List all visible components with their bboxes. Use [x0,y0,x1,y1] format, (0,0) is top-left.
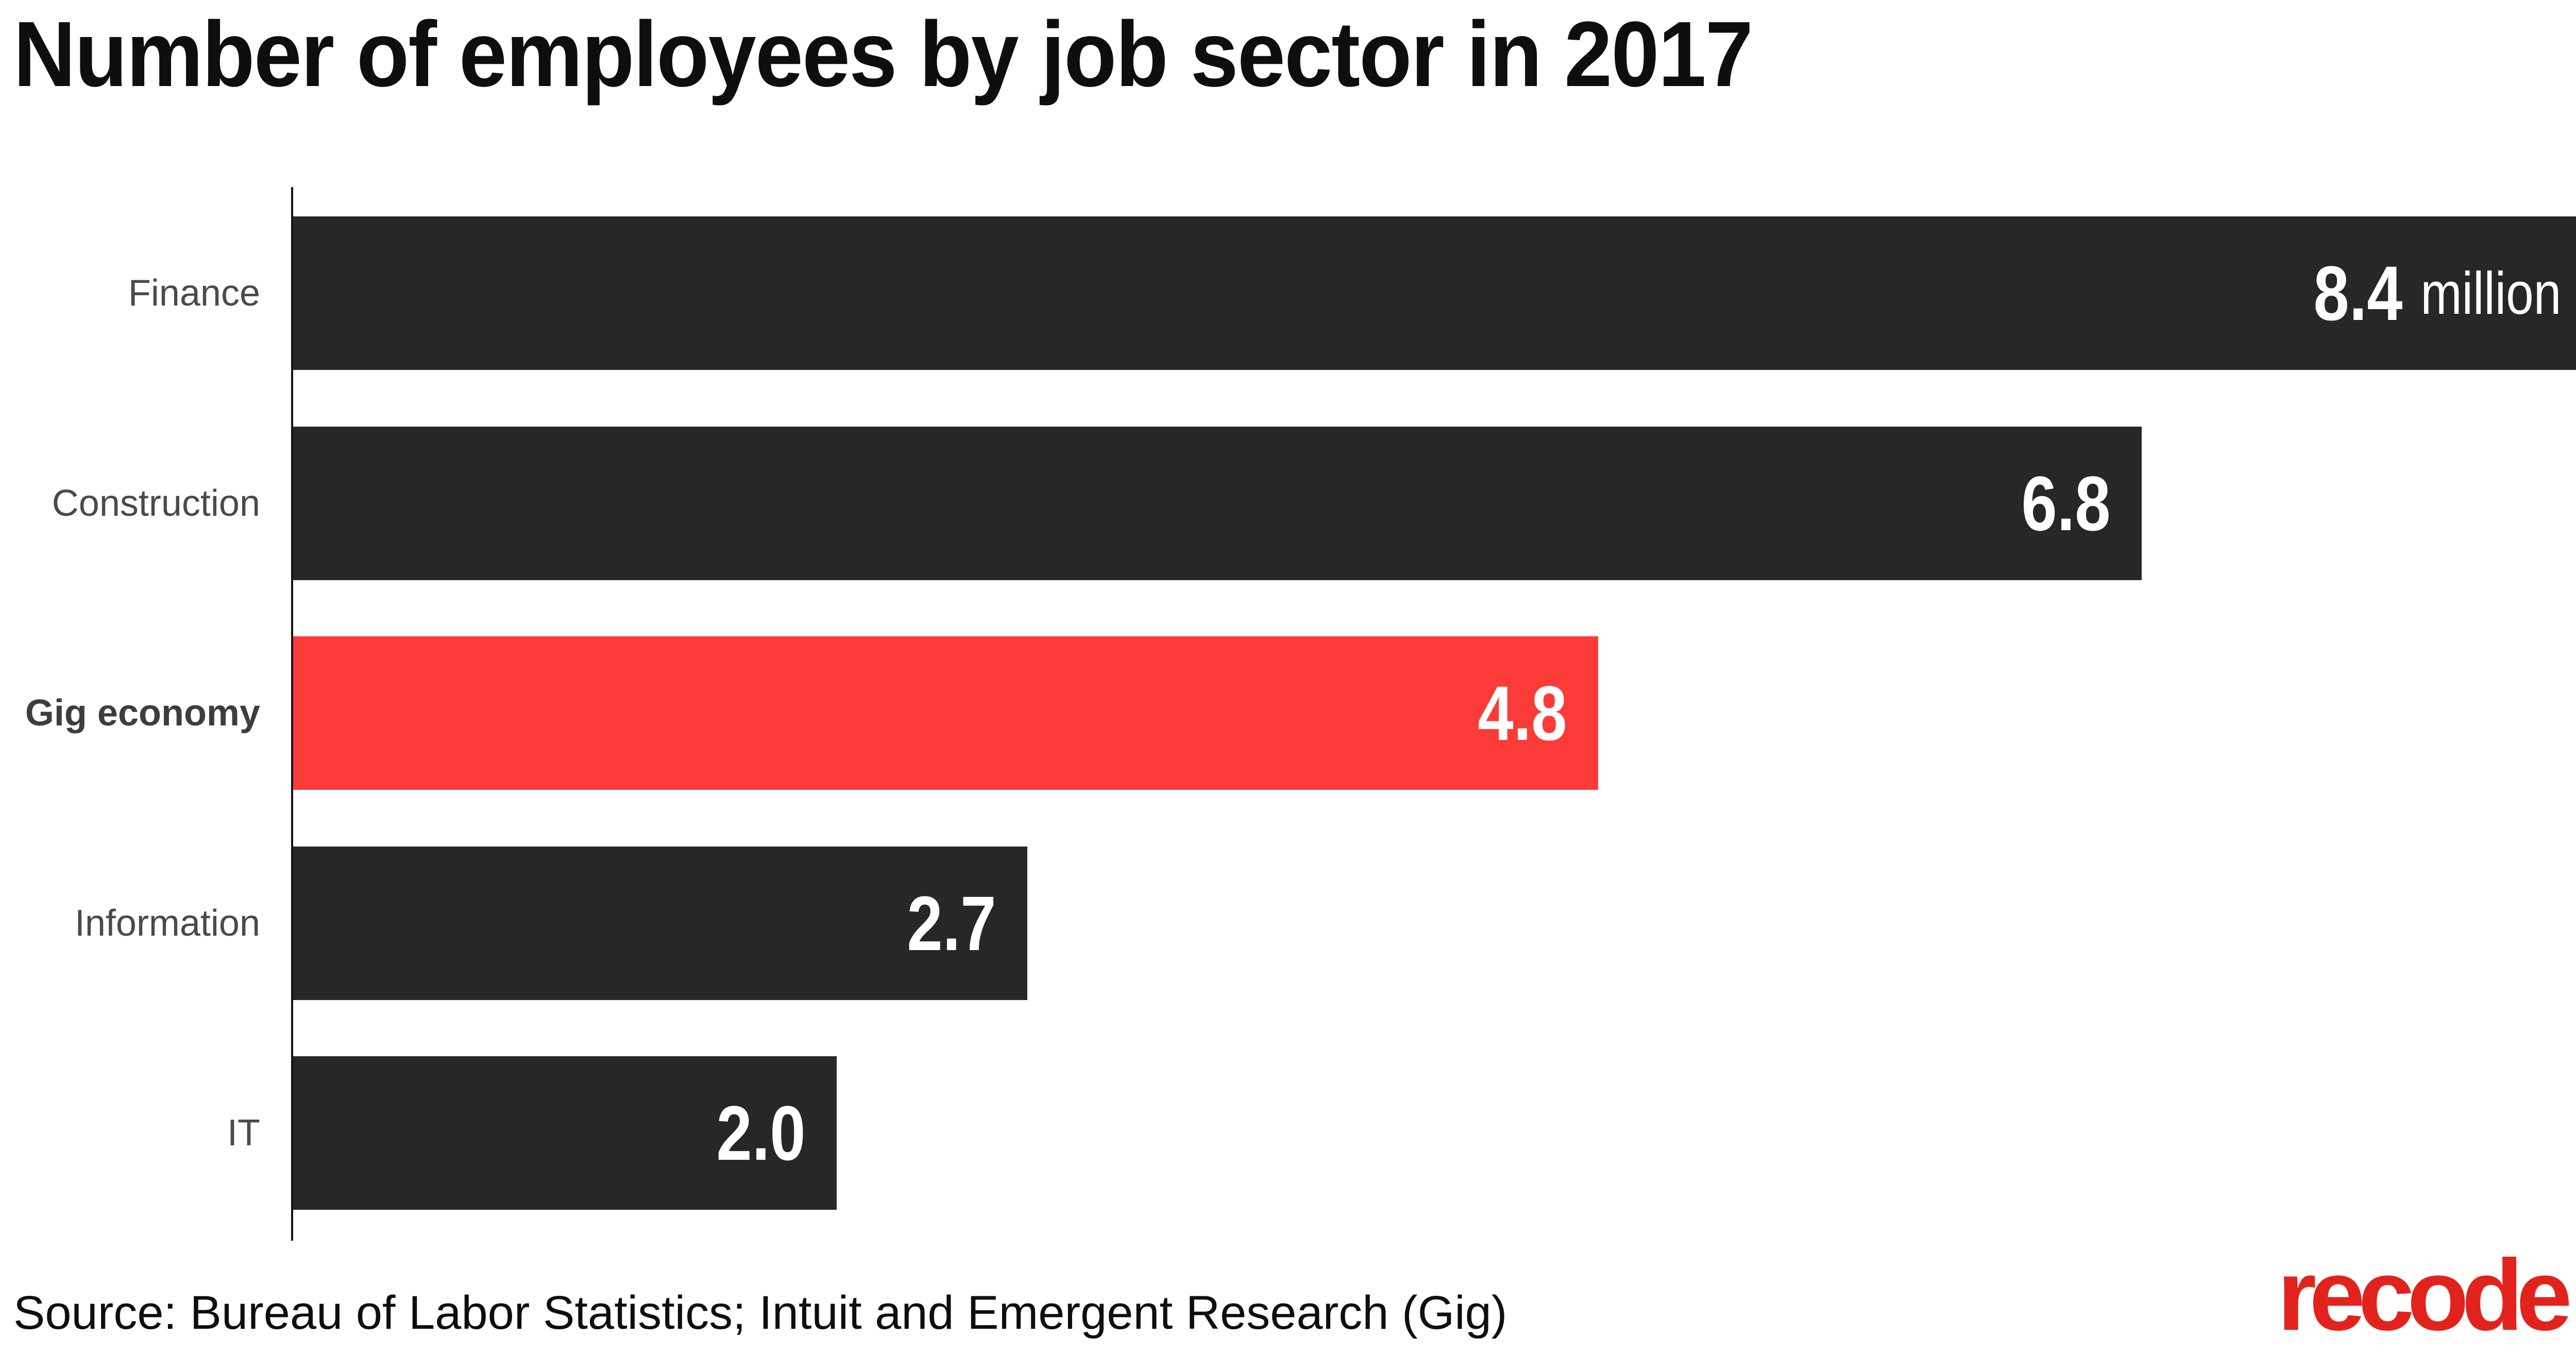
bar-row-it: IT 2.0 [0,1056,2576,1210]
category-label-it: IT [227,1112,260,1154]
y-axis-line [291,187,293,1241]
category-label-gig-economy: Gig economy [25,692,260,734]
value-number: 8.4 [2313,249,2403,336]
category-label-finance: Finance [128,273,260,314]
source-note: Source: Bureau of Labor Statistics; Intu… [13,1287,1507,1339]
value-label-gig-economy: 4.8 [1478,636,1567,790]
value-label-finance: 8.4 million [2313,216,2561,370]
value-number: 2.7 [907,880,996,967]
value-label-construction: 6.8 [2022,427,2111,580]
bar-information: 2.7 [293,847,1027,1000]
value-number: 6.8 [2021,460,2111,547]
bar-row-finance: Finance 8.4 million [0,216,2576,370]
value-label-information: 2.7 [907,847,996,1000]
bar-finance: 8.4 million [293,216,2576,370]
value-number: 4.8 [1478,669,1567,756]
bar-it: 2.0 [293,1056,837,1210]
category-label-construction: Construction [52,483,260,524]
bar-row-information: Information 2.7 [0,847,2576,1000]
unit-label: million [2420,260,2561,327]
bar-construction: 6.8 [293,427,2142,580]
bar-gig-economy: 4.8 [293,636,1598,790]
value-number: 2.0 [716,1089,806,1176]
bar-row-construction: Construction 6.8 [0,427,2576,580]
value-label-it: 2.0 [717,1056,806,1210]
bar-row-gig-economy: Gig economy 4.8 [0,636,2576,790]
recode-logo: recode [2277,1239,2572,1351]
category-label-information: Information [74,903,260,944]
chart-title: Number of employees by job sector in 201… [13,3,1753,106]
